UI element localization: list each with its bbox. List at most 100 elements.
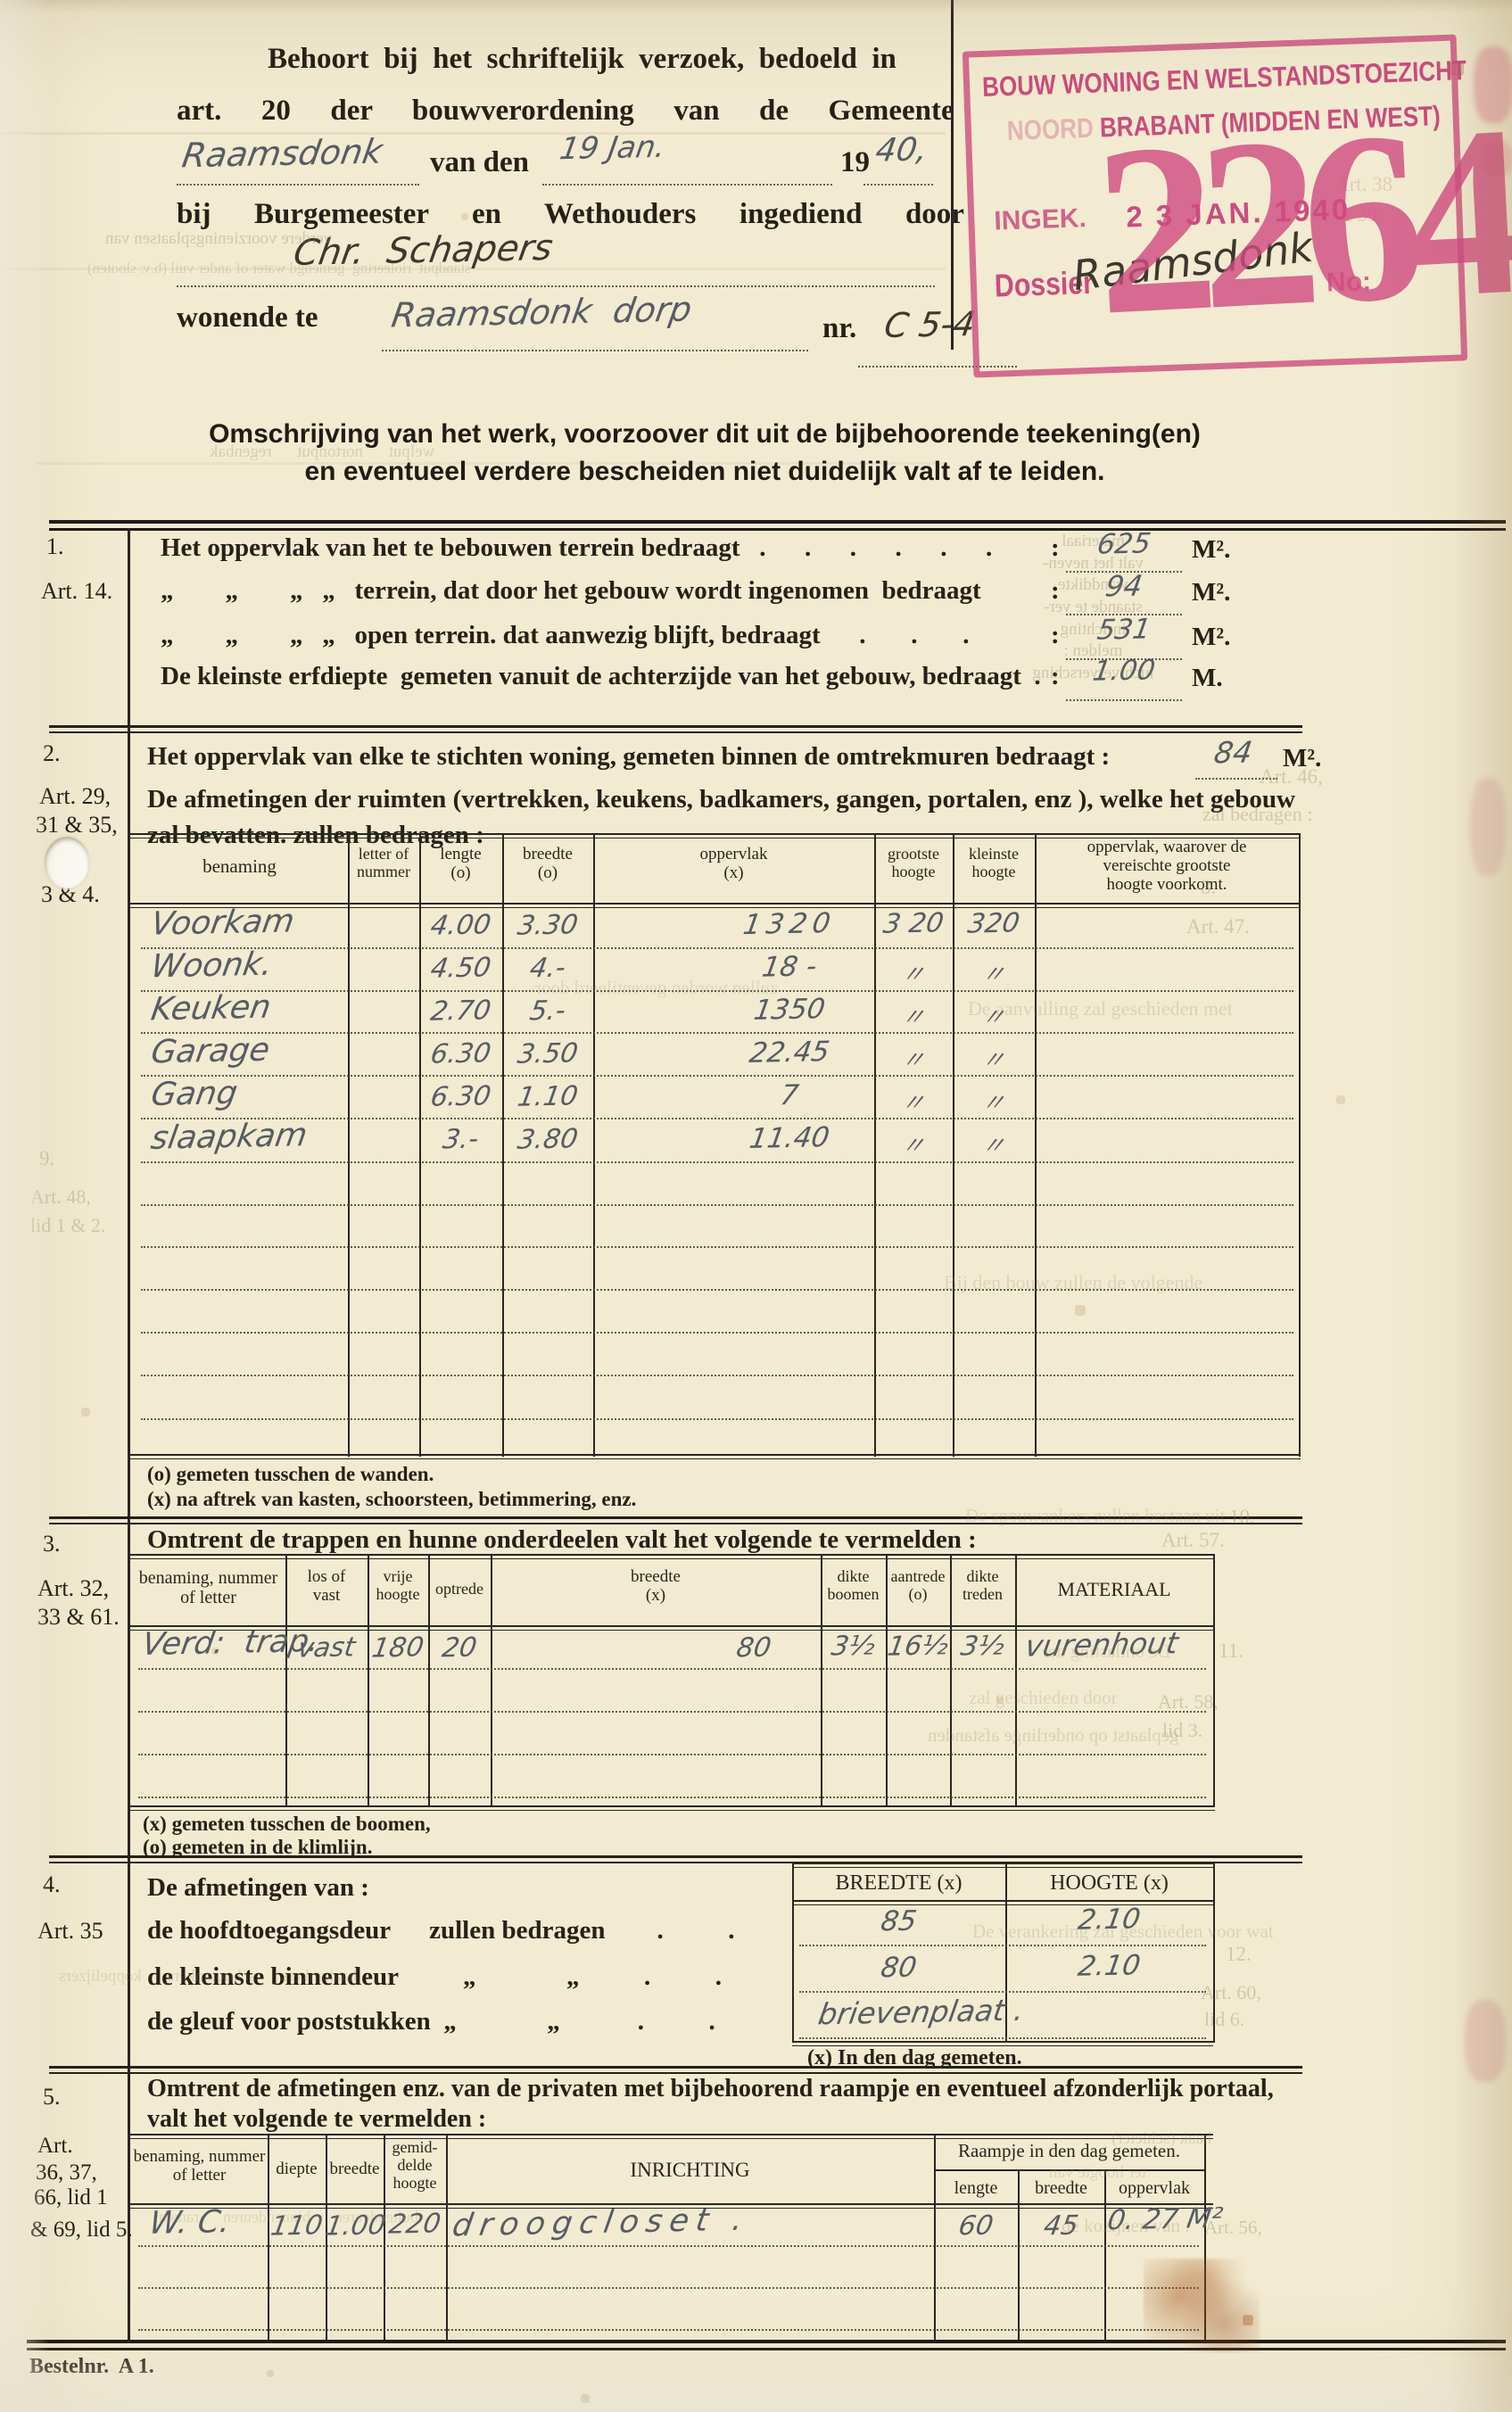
table-cell: 6.30: [428, 1037, 493, 1070]
table-rule: [128, 1805, 1215, 1811]
table-cell: 7: [778, 1078, 801, 1112]
s3-col-header: los of vast: [307, 1567, 346, 1605]
table-cell: vast: [295, 1631, 358, 1664]
s1-row1-unit: M².: [1192, 535, 1231, 564]
rule-top: [49, 520, 1506, 531]
s2-col-header: grootste hoogte: [888, 845, 939, 880]
row-line: [141, 1075, 1293, 1077]
section2-article: 31 & 35,: [36, 812, 118, 838]
table-rule: [128, 1454, 1301, 1459]
section5-article: 36, 37,: [36, 2160, 97, 2185]
table-rule: [128, 903, 1301, 908]
wonende-te-label: wonende te: [177, 302, 318, 334]
ghost-text: zal bedragen :: [1202, 803, 1313, 825]
column-rule: [348, 833, 350, 1457]
dotted-line: [1195, 778, 1277, 780]
table-cell: 3.80: [515, 1123, 581, 1156]
s2-col-header: oppervlak, waarover de vereischte groots…: [1086, 838, 1247, 894]
form-title-line-2: en eventueel verdere bescheiden niet dui…: [304, 457, 1105, 486]
stamp-dossier-number: 2264: [1088, 76, 1512, 366]
year-printed: 19: [840, 146, 870, 178]
table-cell: 6.30: [428, 1080, 493, 1113]
table-row-benaming: slaapkam: [148, 1117, 310, 1157]
section5-article: Art.: [37, 2134, 73, 2158]
section5-article: & 69, lid 5.: [30, 2218, 133, 2242]
table-cell: 3½: [829, 1630, 878, 1663]
column-rule: [285, 1554, 287, 1807]
row-line: [141, 1204, 1293, 1206]
pink-smudge: [1474, 46, 1512, 123]
table-cell: 22.45: [747, 1036, 832, 1070]
table-rule: [128, 2134, 1213, 2139]
ghost-text: zal geschieden door: [969, 1687, 1118, 1708]
ghost-text: 12.: [1226, 1943, 1252, 1965]
section5-number: 5.: [43, 2084, 61, 2110]
showthrough-line: [0, 268, 946, 270]
ghost-text: 10.: [1229, 1506, 1255, 1528]
column-rule: [384, 2134, 385, 2343]
ghost-text: zullen worden geventileerd door: [535, 977, 779, 998]
column-rule: [1018, 2171, 1020, 2343]
s5-col-header: lengte: [954, 2178, 998, 2198]
ghost-text: de kozijnen van :: [1062, 2215, 1191, 2236]
table-cell: 3.30: [515, 909, 581, 942]
s2-col-header: oppervlak (x): [699, 845, 768, 882]
table-rule: [128, 833, 1301, 838]
s3-col-header: aantrede (o): [890, 1567, 946, 1603]
year-entry: 40,: [872, 131, 930, 169]
row-line: [141, 1375, 1293, 1376]
s5-col-header: breedte: [329, 2160, 380, 2178]
column-rule: [446, 2134, 448, 2343]
table-row-benaming: Voorkam: [148, 903, 297, 943]
section-separator: [49, 2066, 1302, 2074]
rust-stain: [1144, 2259, 1260, 2352]
table-cell: 4.50: [428, 952, 493, 985]
table-cell: 2.70: [428, 995, 493, 1028]
showthrough-line: [36, 462, 946, 465]
colon: :: [1051, 621, 1060, 649]
ghost-text: Art. 38: [1334, 173, 1393, 195]
column-rule: [1204, 2134, 1206, 2343]
colon: :: [1051, 533, 1060, 562]
table-cell: 1320: [740, 906, 839, 942]
s2-col-header: breedte (o): [523, 845, 573, 882]
s4-col-hoogte: HOOGTE (x): [1050, 1871, 1169, 1895]
s5-col-header: benaming, nummer of letter: [133, 2147, 266, 2185]
column-rule: [419, 833, 421, 1457]
s5-row-inrichting: droogcloset .: [450, 2201, 753, 2244]
s2-intro-1: Het oppervlak van elke te stichten wonin…: [147, 742, 1111, 771]
s4-row3-label: de gleuf voor poststukken „ „ . .: [147, 2007, 715, 2036]
s4-row2-breedte: 80: [878, 1951, 920, 1985]
row-line: [141, 1418, 1293, 1420]
row-line: [138, 2329, 1199, 2331]
s1-row2-text: „ „ „ „ terrein, dat door het gebouw wor…: [161, 576, 981, 605]
column-rule: [1035, 833, 1037, 1457]
s3-col-header: dikte boomen: [827, 1567, 880, 1603]
residence-entry: Raamsdonk dorp: [389, 289, 695, 335]
table-cell: 3.50: [515, 1037, 581, 1070]
table-row-benaming: Keuken: [148, 988, 274, 1028]
van-den-label: van den: [430, 146, 529, 178]
s2-intro-unit: M².: [1283, 744, 1322, 772]
row-line: [799, 1991, 1206, 1993]
s5-col-header: breedte: [1035, 2178, 1087, 2198]
column-rule: [1005, 1863, 1007, 2043]
s2-intro-2: De afmetingen der ruimten (vertrekken, k…: [147, 785, 1295, 814]
ditto-mark: 〃: [899, 1004, 927, 1032]
s3-col-header: breedte (x): [631, 1567, 681, 1605]
column-rule: [874, 833, 876, 1457]
showthrough-line: [0, 132, 946, 135]
column-rule: [792, 1863, 794, 2043]
dotted-line: [382, 350, 808, 351]
table-cell: 16½: [885, 1630, 951, 1663]
column-rule: [326, 2134, 327, 2343]
stamp-ingek-label: INGEK.: [993, 203, 1087, 236]
dotted-line: [177, 285, 935, 287]
row-line: [141, 1332, 1293, 1334]
ditto-mark: 〃: [899, 1132, 927, 1161]
section2-article: Art. 29,: [39, 783, 112, 809]
row-line: [138, 2287, 1199, 2289]
s1-row4-unit: M.: [1192, 664, 1223, 692]
s5-col-header: diepte: [276, 2160, 318, 2178]
header-line-1: Behoort bij het schriftelijk verzoek, be…: [268, 43, 896, 75]
